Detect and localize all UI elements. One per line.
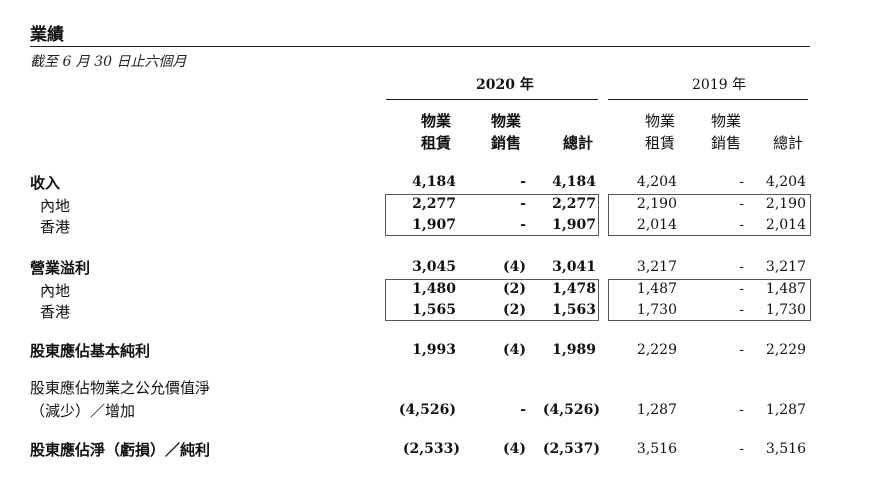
cell: 3,041 — [552, 259, 596, 275]
cell: - — [739, 441, 744, 457]
cell: - — [739, 174, 744, 190]
col-2019-rent-line2: 租賃 — [644, 134, 675, 152]
cell: 1,487 — [636, 281, 677, 297]
row-label-underlying-profit: 股東應佔基本純利 — [30, 342, 151, 360]
col-2019-sale-line2: 銷售 — [710, 134, 741, 152]
cell: 1,907 — [552, 217, 596, 233]
cell: 1,907 — [412, 217, 456, 233]
box-profit-2019 — [608, 279, 811, 321]
cell: - — [739, 342, 744, 358]
cell: 1,487 — [765, 281, 806, 297]
cell: (4,526) — [542, 402, 600, 418]
cell: 4,204 — [765, 174, 806, 190]
cell: 4,184 — [412, 174, 456, 190]
cell: 1,287 — [636, 402, 677, 418]
col-2020-sale-line2: 銷售 — [490, 134, 521, 152]
cell: 3,217 — [636, 259, 677, 275]
cell: 2,014 — [636, 217, 677, 233]
cell: - — [739, 259, 744, 275]
cell: - — [739, 217, 744, 233]
cell: - — [739, 196, 744, 212]
row-label-fair-value-line2: （減少）／增加 — [30, 402, 136, 420]
cell: 1,565 — [412, 302, 456, 318]
cell: 1,989 — [552, 342, 596, 358]
cell: 3,516 — [636, 441, 677, 457]
cell: 2,229 — [636, 342, 677, 358]
row-label-profit-hk: 香港 — [40, 303, 71, 321]
cell: - — [520, 402, 526, 418]
year-2019-header: 2019 年 — [692, 77, 747, 93]
cell: 2,190 — [765, 196, 806, 212]
row-label-revenue-hk: 香港 — [40, 218, 71, 236]
col-2020-sale-header: 物業 銷售 — [484, 110, 528, 154]
year-2020-header: 2020 年 — [476, 77, 534, 93]
cell: (2,533) — [402, 441, 460, 457]
cell: (4,526) — [398, 402, 456, 418]
row-label-net-result: 股東應佔淨（虧損）／純利 — [30, 441, 211, 459]
row-label-revenue-mainland: 內地 — [40, 197, 71, 215]
year-2019-rule — [608, 99, 808, 100]
col-2020-sale-line1: 物業 — [490, 112, 521, 130]
cell: - — [739, 302, 744, 318]
col-2019-sale-header: 物業 銷售 — [704, 110, 748, 154]
section-title: 業績 — [30, 25, 64, 45]
col-2019-rent-header: 物業 租賃 — [638, 110, 682, 154]
cell: (2) — [503, 302, 526, 318]
row-label-revenue: 收入 — [30, 174, 61, 192]
col-2020-rent-line2: 租賃 — [420, 134, 451, 152]
cell: 3,045 — [412, 259, 456, 275]
cell: 1,478 — [552, 281, 596, 297]
box-profit-2020 — [385, 279, 599, 321]
title-rule — [30, 46, 810, 47]
cell: (4) — [503, 441, 526, 457]
col-2020-rent-header: 物業 租賃 — [414, 110, 458, 154]
cell: - — [739, 281, 744, 297]
row-label-fair-value: 股東應佔物業之公允價值淨 — [30, 379, 211, 397]
cell: 1,480 — [412, 281, 456, 297]
col-2019-total-header: 總計 — [772, 134, 803, 152]
cell: 4,184 — [552, 174, 596, 190]
col-2019-rent-line1: 物業 — [644, 112, 675, 130]
row-label-profit-mainland: 內地 — [40, 282, 71, 300]
period-subtitle: 截至 6 月 30 日止六個月 — [30, 54, 187, 70]
cell: 2,229 — [765, 342, 806, 358]
box-revenue-2020 — [385, 194, 599, 236]
cell: 1,730 — [636, 302, 677, 318]
year-2020-rule — [386, 99, 598, 100]
cell: 3,516 — [765, 441, 806, 457]
cell: 1,993 — [412, 342, 456, 358]
cell: 2,277 — [412, 196, 456, 212]
row-label-operating-profit: 營業溢利 — [30, 259, 91, 277]
col-2020-total-header: 總計 — [562, 134, 593, 152]
col-2020-rent-line1: 物業 — [420, 112, 451, 130]
cell: 3,217 — [765, 259, 806, 275]
cell: 2,277 — [552, 196, 596, 212]
cell: (2,537) — [542, 441, 600, 457]
cell: - — [520, 174, 526, 190]
cell: 2,014 — [765, 217, 806, 233]
cell: (4) — [503, 259, 526, 275]
cell: 2,190 — [636, 196, 677, 212]
col-2019-sale-line1: 物業 — [710, 112, 741, 130]
cell: (4) — [503, 342, 526, 358]
box-revenue-2019 — [608, 194, 811, 236]
cell: 1,730 — [765, 302, 806, 318]
cell: - — [739, 402, 744, 418]
cell: - — [520, 217, 526, 233]
cell: 1,563 — [552, 302, 596, 318]
cell: 4,204 — [636, 174, 677, 190]
cell: 1,287 — [765, 402, 806, 418]
cell: (2) — [503, 281, 526, 297]
cell: - — [520, 196, 526, 212]
